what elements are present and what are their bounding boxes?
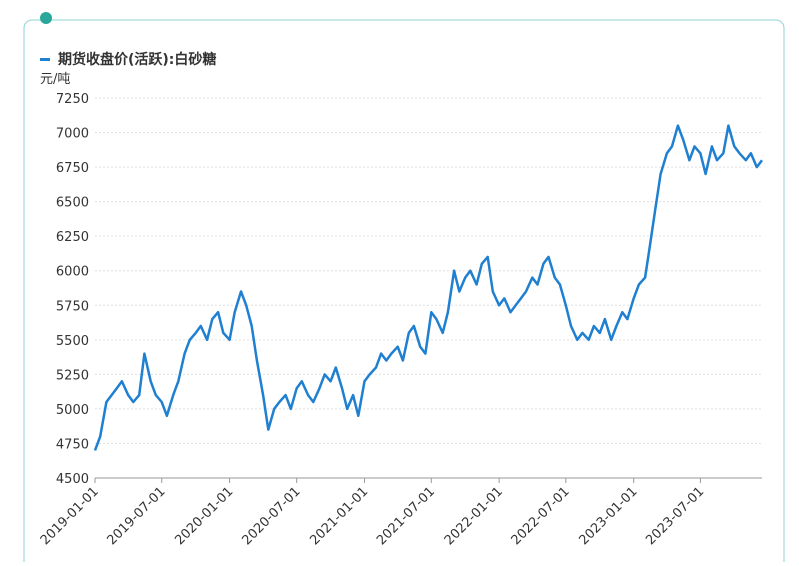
y-tick-label: 5000 [56,403,89,418]
x-tick-label: 2019-07-01 [105,484,169,548]
y-tick-label: 7000 [56,127,89,142]
legend-swatch [40,58,50,61]
y-tick-label: 5500 [56,334,89,349]
logo [40,12,52,24]
x-tick-label: 2023-07-01 [643,484,707,548]
y-tick-label: 6250 [56,230,89,245]
y-tick-label: 5250 [56,368,89,383]
x-tick-label: 2022-01-01 [442,484,506,548]
line [93,124,763,451]
y-tick-label: 4500 [56,472,89,487]
x-tick-label: 2022-07-01 [509,484,573,548]
legend-label: 期货收盘价(活跃):白砂糖 [58,51,216,68]
y-tick-label: 6500 [56,196,89,211]
y-axis-label: 元/吨 [40,72,70,87]
x-tick-label: 2021-01-01 [307,484,371,548]
y-tick-label: 7250 [56,92,89,107]
frame [23,19,785,566]
x-tick-label: 2023-01-01 [576,484,640,548]
x-tick-label: 2020-07-01 [239,484,303,548]
x-tick-label: 2020-01-01 [172,484,236,548]
y-tick-label: 6000 [56,265,89,280]
y-tick-label: 6750 [56,161,89,176]
x-tick-label: 2021-07-01 [374,484,438,548]
y-tick-label: 5750 [56,299,89,314]
y-tick-label: 4750 [56,437,89,452]
x-tick-label: 2019-01-01 [38,484,102,548]
